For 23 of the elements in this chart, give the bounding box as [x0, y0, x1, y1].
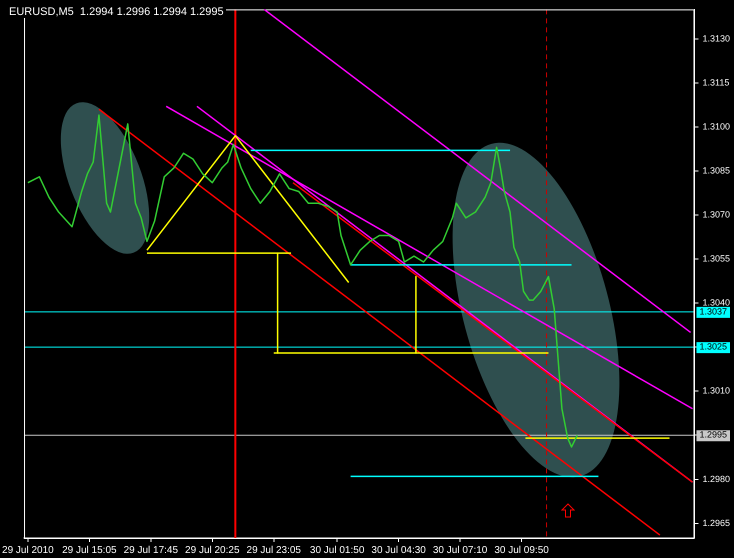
ref-line-label: 1.2995	[699, 430, 728, 440]
y-tick-label: 1.2980	[702, 474, 730, 484]
x-tick-label: 30 Jul 09:50	[494, 544, 550, 556]
y-tick-label: 1.3130	[702, 33, 730, 44]
ref-line-label: 1.3037	[699, 306, 728, 316]
x-tick-label: 29 Jul 15:05	[62, 544, 118, 556]
y-tick-label: 1.3010	[702, 386, 730, 396]
y-tick-label: 1.3040	[702, 298, 730, 308]
x-tick-label: 29 Jul 2010	[2, 544, 54, 556]
y-tick-label: 1.3085	[702, 165, 730, 176]
y-tick-label: 1.3100	[702, 121, 730, 132]
x-tick-label: 29 Jul 17:45	[124, 544, 178, 556]
y-tick-label: 1.2965	[702, 518, 730, 528]
chart-title: EURUSD,M5 1.2994 1.2996 1.2994 1.2995	[7, 6, 226, 18]
ref-line-label: 1.3025	[699, 342, 728, 352]
y-tick-label: 1.3115	[702, 77, 730, 88]
y-tick-label: 1.3070	[702, 209, 730, 220]
x-tick-label: 29 Jul 20:25	[185, 544, 240, 556]
x-tick-label: 30 Jul 01:50	[310, 544, 365, 556]
x-tick-label: 30 Jul 07:10	[432, 544, 488, 556]
y-tick-label: 1.3055	[702, 254, 730, 264]
x-tick-label: 30 Jul 04:30	[371, 544, 426, 556]
x-tick-label: 29 Jul 23:05	[246, 544, 302, 556]
